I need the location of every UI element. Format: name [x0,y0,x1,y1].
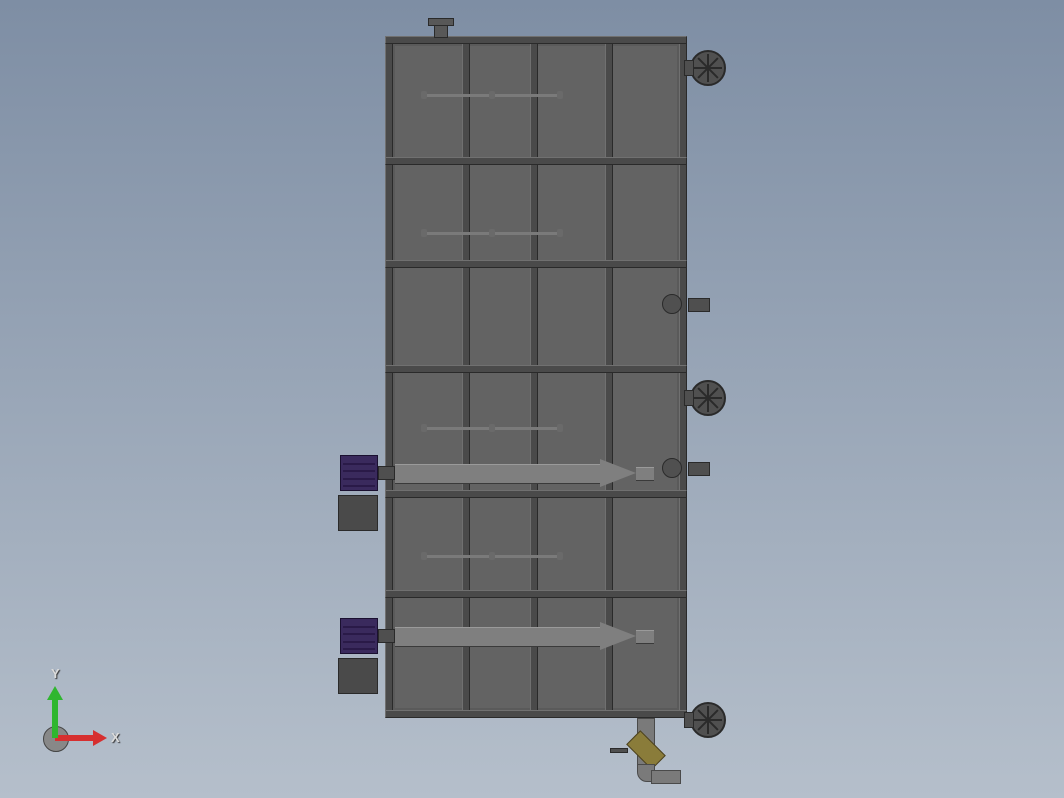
frame-vertical [679,36,687,718]
frame-horizontal [385,260,687,268]
side-nozzle [662,294,682,314]
frame-horizontal [385,36,687,44]
frame-vertical [530,36,538,718]
valve-handle [610,748,628,753]
triad-x-label: X [111,730,120,745]
triad-y-axis [52,700,58,738]
frame-horizontal [385,710,687,718]
drive-motor [340,618,378,654]
drain-horizontal [651,770,681,784]
gearbox [338,658,378,694]
cad-viewport[interactable]: X Y [0,0,1064,798]
caster-wheel [690,702,726,738]
caster-wheel [690,50,726,86]
rail-stop [557,552,563,560]
motor-coupling [378,466,395,480]
rail-stop [489,229,495,237]
rail-stop [557,229,563,237]
side-stub [688,298,710,312]
triad-x-arrow [93,730,107,746]
side-stub [688,462,710,476]
top-flange-neck [434,24,448,38]
triad-x-axis [55,735,93,741]
side-nozzle [662,458,682,478]
rail-stop [489,552,495,560]
rail-stop [489,91,495,99]
caster-wheel [690,380,726,416]
drive-motor [340,455,378,491]
triad-y-arrow [47,686,63,700]
frame-vertical [605,36,613,718]
rail-stop [557,91,563,99]
pipe-outlet [636,467,654,481]
frame-vertical [385,36,393,718]
rail-stop [421,424,427,432]
wheel-bracket [684,60,694,76]
wheel-bracket [684,390,694,406]
pipe-cone [600,459,636,487]
pipe-outlet [636,630,654,644]
gearbox [338,495,378,531]
rail-stop [421,552,427,560]
pipe-cone [600,622,636,650]
rail-stop [421,229,427,237]
frame-horizontal [385,590,687,598]
auger-pipe [395,627,605,647]
frame-vertical [462,36,470,718]
frame-horizontal [385,157,687,165]
frame-horizontal [385,365,687,373]
rail-stop [489,424,495,432]
auger-pipe [395,464,605,484]
frame-horizontal [385,490,687,498]
motor-coupling [378,629,395,643]
rail-stop [557,424,563,432]
wheel-bracket [684,712,694,728]
top-flange-cap [428,18,454,26]
triad-y-label: Y [51,666,60,681]
rail-stop [421,91,427,99]
